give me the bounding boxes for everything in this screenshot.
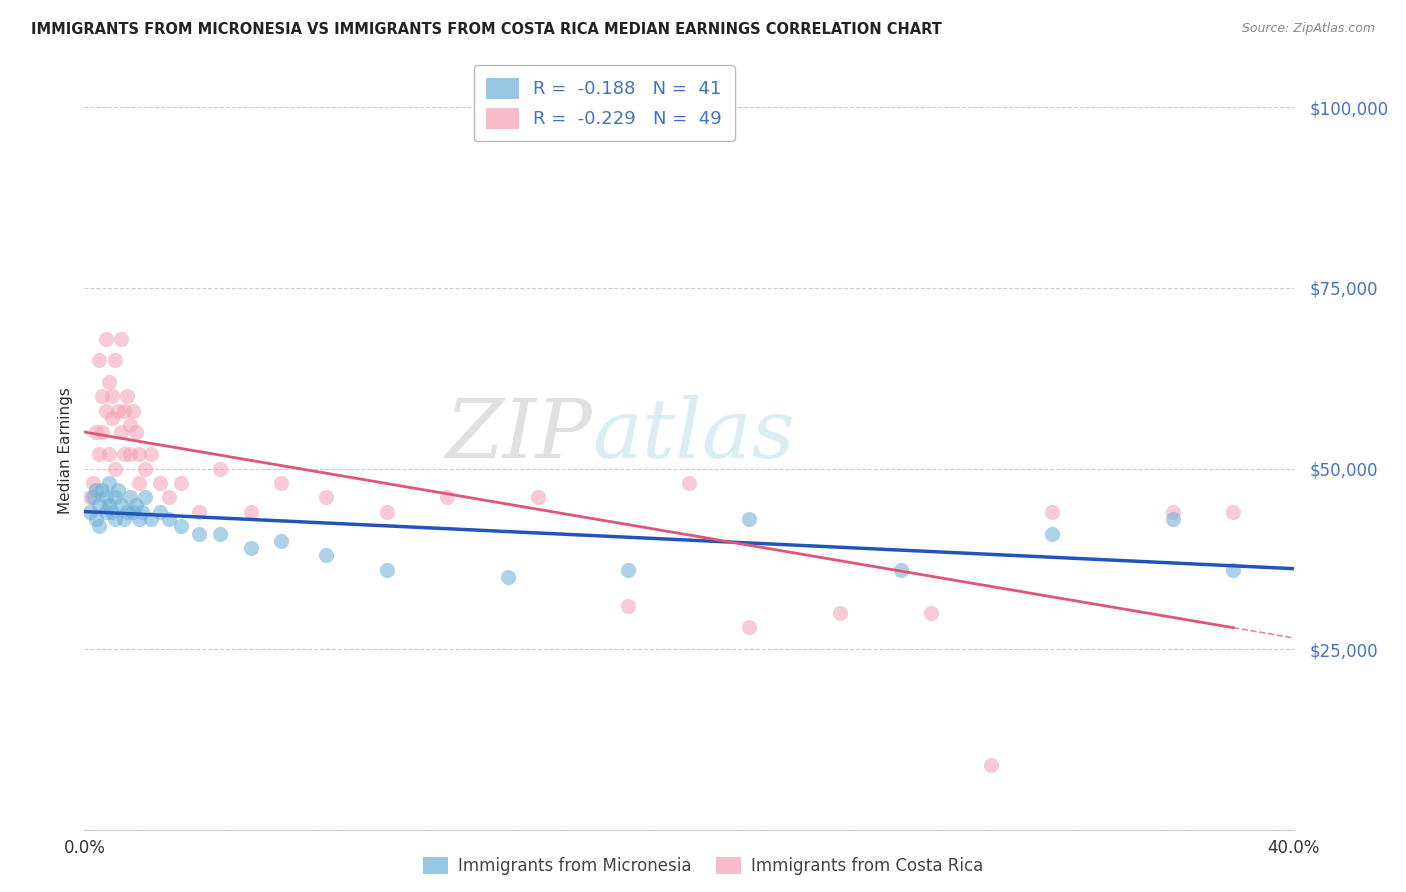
Point — [104, 353, 127, 368]
Point — [110, 498, 132, 512]
Point — [270, 533, 292, 548]
Point — [1040, 526, 1063, 541]
Point — [131, 505, 153, 519]
Point — [527, 491, 550, 505]
Point — [89, 447, 111, 461]
Point — [157, 491, 180, 505]
Text: IMMIGRANTS FROM MICRONESIA VS IMMIGRANTS FROM COSTA RICA MEDIAN EARNINGS CORRELA: IMMIGRANTS FROM MICRONESIA VS IMMIGRANTS… — [31, 22, 942, 37]
Point — [134, 491, 156, 505]
Text: ZIP: ZIP — [446, 395, 592, 475]
Point — [112, 403, 135, 417]
Point — [1222, 505, 1244, 519]
Text: Source: ZipAtlas.com: Source: ZipAtlas.com — [1241, 22, 1375, 36]
Point — [97, 447, 120, 461]
Point — [128, 447, 150, 461]
Point — [270, 475, 292, 490]
Point — [125, 425, 148, 440]
Point — [89, 498, 111, 512]
Point — [170, 475, 193, 490]
Point — [104, 491, 127, 505]
Point — [100, 505, 122, 519]
Point — [134, 461, 156, 475]
Point — [980, 757, 1002, 772]
Point — [118, 491, 141, 505]
Point — [86, 512, 108, 526]
Point — [82, 475, 104, 490]
Point — [1161, 512, 1184, 526]
Point — [97, 498, 120, 512]
Point — [738, 620, 761, 634]
Point — [115, 505, 138, 519]
Point — [239, 541, 262, 555]
Point — [91, 483, 114, 498]
Point — [94, 403, 117, 417]
Point — [100, 389, 122, 403]
Point — [188, 526, 211, 541]
Point — [128, 512, 150, 526]
Point — [110, 425, 132, 440]
Point — [91, 425, 114, 440]
Point — [678, 475, 700, 490]
Point — [209, 461, 232, 475]
Point — [436, 491, 458, 505]
Legend: Immigrants from Micronesia, Immigrants from Costa Rica: Immigrants from Micronesia, Immigrants f… — [415, 849, 991, 884]
Point — [97, 375, 120, 389]
Point — [94, 332, 117, 346]
Point — [375, 563, 398, 577]
Point — [170, 519, 193, 533]
Point — [1040, 505, 1063, 519]
Point — [94, 505, 117, 519]
Point — [149, 475, 172, 490]
Point — [157, 512, 180, 526]
Point — [315, 491, 337, 505]
Point — [1161, 505, 1184, 519]
Point — [118, 447, 141, 461]
Point — [97, 475, 120, 490]
Point — [128, 475, 150, 490]
Point — [112, 512, 135, 526]
Point — [107, 483, 129, 498]
Text: atlas: atlas — [592, 395, 794, 475]
Point — [738, 512, 761, 526]
Point — [115, 389, 138, 403]
Point — [94, 491, 117, 505]
Point — [86, 483, 108, 498]
Point — [89, 353, 111, 368]
Point — [496, 570, 519, 584]
Point — [91, 389, 114, 403]
Point — [121, 505, 143, 519]
Point — [104, 461, 127, 475]
Point — [617, 599, 640, 613]
Point — [82, 491, 104, 505]
Point — [86, 425, 108, 440]
Legend: R =  -0.188   N =  41, R =  -0.229   N =  49: R = -0.188 N = 41, R = -0.229 N = 49 — [474, 65, 735, 141]
Y-axis label: Median Earnings: Median Earnings — [58, 387, 73, 514]
Point — [188, 505, 211, 519]
Point — [920, 606, 942, 620]
Point — [79, 505, 101, 519]
Point — [1222, 563, 1244, 577]
Point — [375, 505, 398, 519]
Point — [209, 526, 232, 541]
Point — [617, 563, 640, 577]
Point — [121, 403, 143, 417]
Point — [110, 332, 132, 346]
Point — [149, 505, 172, 519]
Point — [830, 606, 852, 620]
Point — [139, 447, 162, 461]
Point — [125, 498, 148, 512]
Point — [89, 519, 111, 533]
Point — [139, 512, 162, 526]
Point — [239, 505, 262, 519]
Point — [100, 411, 122, 425]
Point — [112, 447, 135, 461]
Point — [107, 403, 129, 417]
Point — [104, 512, 127, 526]
Point — [890, 563, 912, 577]
Point — [118, 418, 141, 433]
Point — [315, 548, 337, 562]
Point — [79, 491, 101, 505]
